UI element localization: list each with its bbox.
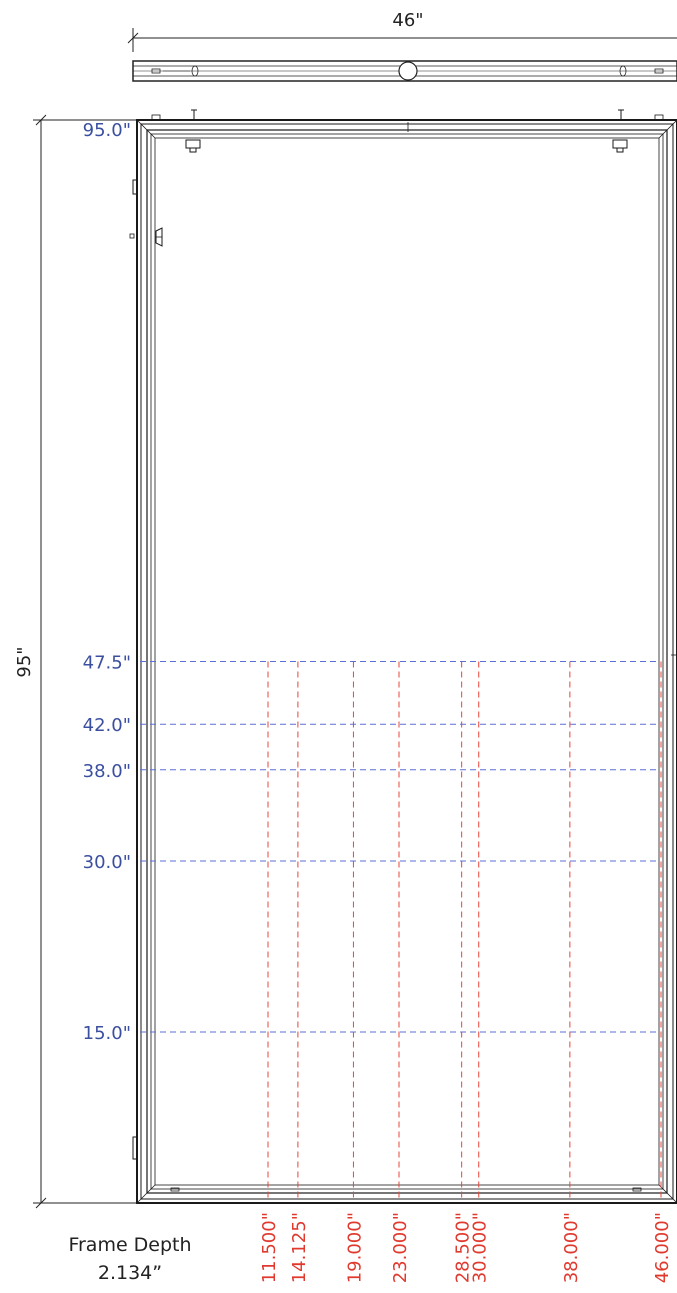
width-mark-label-14-125: 14.125" xyxy=(289,1212,310,1283)
top-plan-view: 46" xyxy=(127,10,677,82)
width-mark-label-19: 19.000" xyxy=(344,1212,365,1283)
frame-depth-label: Frame Depth xyxy=(68,1234,191,1256)
frame-depth-value: 2.134” xyxy=(98,1262,162,1284)
width-mark-label-46: 46.000" xyxy=(652,1212,673,1283)
width-mark-label-28-5: 28.500" xyxy=(453,1212,474,1283)
height-dimension-label: 95" xyxy=(14,646,35,677)
height-mark-label-47-5: 47.5" xyxy=(83,653,131,674)
width-guides: 11.500" 14.125" 19.000" 23.000" 28.500"30.00… xyxy=(259,661,673,1283)
frame-depth-note: Frame Depth 2.134” xyxy=(68,1234,191,1284)
height-mark-label-30: 30.0" xyxy=(83,852,131,873)
height-mark-label-38: 38.0" xyxy=(83,761,131,782)
width-dimension-label: 46" xyxy=(392,10,423,31)
height-mark-label-42: 42.0" xyxy=(83,715,131,736)
door-frame xyxy=(129,109,677,1204)
frame-section-bar xyxy=(132,60,677,82)
width-mark-label-23: 23.000" xyxy=(390,1212,411,1283)
width-mark-label-38: 38.000" xyxy=(561,1212,582,1283)
height-guides: 95.0" 47.5" 42.0" 38.0" 30.0" 15.0" xyxy=(83,120,660,1044)
height-mark-label-95: 95.0" xyxy=(83,120,131,141)
height-mark-label-15: 15.0" xyxy=(83,1023,131,1044)
width-mark-label-30: 30.000" xyxy=(470,1212,491,1283)
width-mark-label-11-5: 11.500" xyxy=(259,1212,280,1283)
height-dimension: 95" xyxy=(14,114,150,1209)
width-dimension-line xyxy=(127,28,677,52)
